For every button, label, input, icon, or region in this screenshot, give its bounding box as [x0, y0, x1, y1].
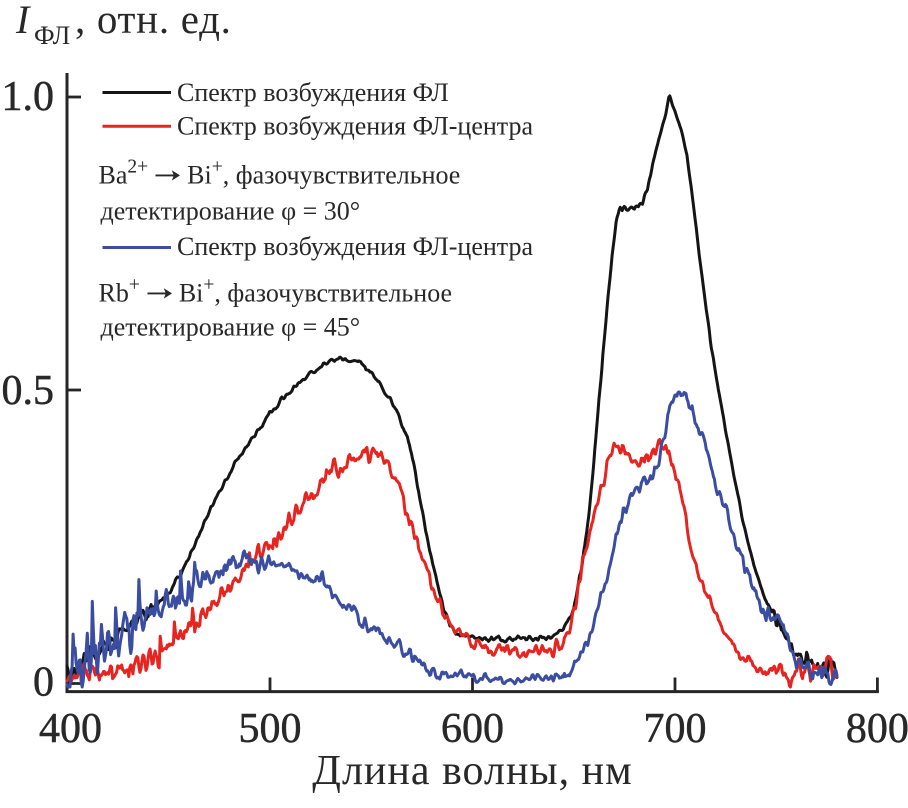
svg-text:1.0: 1.0 — [2, 74, 55, 120]
svg-text:500: 500 — [239, 706, 302, 752]
svg-text:детектирование φ = 45°: детектирование φ = 45° — [101, 313, 361, 342]
svg-text:Спектр возбуждения ФЛ-центра: Спектр возбуждения ФЛ-центра — [177, 232, 533, 261]
svg-text:Спектр возбуждения ФЛ: Спектр возбуждения ФЛ — [177, 78, 449, 107]
svg-text:Ba2+​ → Bi+​, фазочувствительн: Ba2+​ → Bi+​, фазочувствительное — [99, 157, 461, 190]
svg-text:800: 800 — [846, 706, 908, 752]
svg-text:Длина волны, нм: Длина волны, нм — [312, 748, 632, 794]
svg-text:I: I — [15, 0, 31, 42]
svg-text:600: 600 — [441, 706, 504, 752]
svg-text:Спектр возбуждения ФЛ-центра: Спектр возбуждения ФЛ-центра — [177, 112, 533, 141]
svg-text:400: 400 — [39, 706, 102, 752]
svg-text:0: 0 — [33, 660, 54, 706]
svg-text:0.5: 0.5 — [2, 368, 55, 414]
svg-text:детектирование φ = 30°: детектирование φ = 30° — [101, 197, 361, 226]
svg-text:700: 700 — [644, 706, 707, 752]
svg-text:Rb+​ → Bi+​, фазочувствительно: Rb+​ → Bi+​, фазочувствительное — [99, 275, 453, 308]
svg-text:ФЛ: ФЛ — [34, 21, 70, 50]
svg-text:, отн. ед.: , отн. ед. — [75, 0, 232, 42]
